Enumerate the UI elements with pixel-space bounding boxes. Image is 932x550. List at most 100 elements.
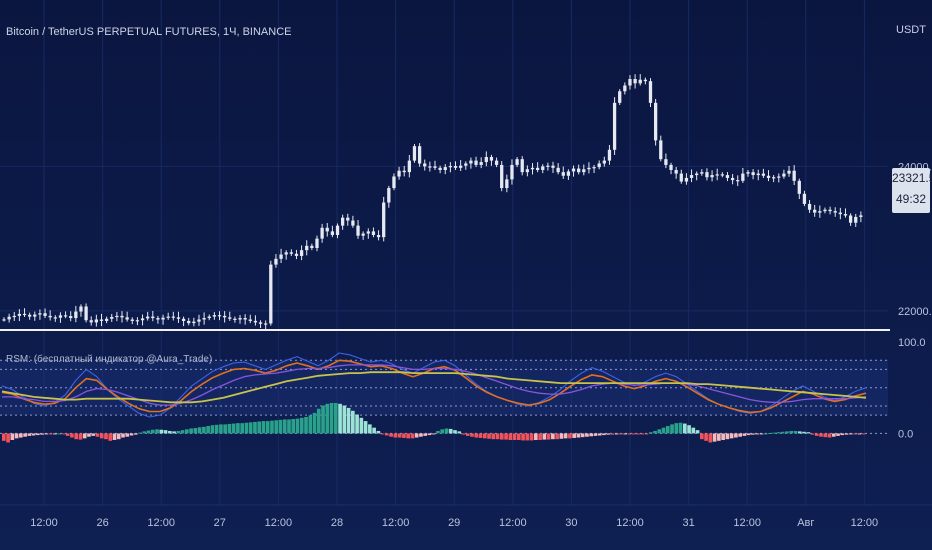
histogram-bar [351, 410, 355, 434]
histogram-bar [202, 426, 206, 434]
candle-body [423, 163, 427, 167]
histogram-bar [619, 433, 623, 435]
histogram-bar [270, 420, 274, 434]
histogram-bar [674, 423, 679, 434]
histogram-bar [589, 433, 594, 437]
candle-body [22, 313, 27, 316]
histogram-bar [116, 433, 121, 440]
candle-body [228, 317, 232, 319]
candle-body [582, 169, 586, 173]
histogram-bar [338, 403, 342, 434]
histogram-bar [712, 433, 717, 442]
candle-body [705, 172, 709, 178]
histogram-bar [57, 433, 61, 435]
bar-countdown: 49:32 [895, 192, 927, 206]
histogram-bar [478, 433, 483, 438]
x-tick-label: 12:00 [616, 517, 644, 529]
histogram-bar [31, 433, 36, 436]
histogram-bar [704, 433, 708, 441]
candle-body [279, 254, 283, 259]
candle-body [597, 163, 601, 168]
histogram-bar [636, 433, 640, 435]
histogram-bar [265, 421, 270, 434]
candle-body [530, 167, 535, 170]
histogram-bar [576, 433, 581, 438]
candle-body [274, 258, 278, 265]
pane-separator[interactable] [0, 329, 890, 331]
histogram-bar [363, 421, 368, 434]
candle-body [412, 146, 417, 161]
histogram-bar [793, 430, 798, 434]
candle-body [264, 323, 268, 325]
histogram-bar [189, 428, 193, 434]
histogram-bar [848, 433, 853, 435]
histogram-bar [342, 405, 347, 434]
candle-body [541, 166, 545, 170]
histogram-bar [121, 433, 125, 438]
histogram-bar [525, 433, 530, 441]
histogram-bar [316, 408, 321, 434]
candle-body [638, 79, 642, 84]
candle-body [448, 166, 453, 168]
candle-body [730, 177, 735, 181]
histogram-bar [236, 423, 240, 434]
histogram-bar [295, 418, 300, 434]
candle-body [772, 177, 776, 179]
histogram-bar [580, 433, 585, 438]
candle-body [341, 217, 345, 226]
histogram-bar [19, 433, 23, 438]
candle-body [79, 306, 83, 312]
candle-body [258, 322, 263, 324]
x-tick-label: Авг [797, 517, 814, 529]
histogram-bar [214, 424, 219, 434]
histogram-bar [802, 431, 806, 434]
candle-body [428, 166, 432, 168]
candle-body [53, 317, 57, 319]
candle-body [171, 316, 175, 318]
candle-body [33, 314, 37, 317]
histogram-bar [155, 429, 159, 434]
histogram-bar [682, 423, 687, 434]
candle-body [284, 252, 288, 255]
candle-body [787, 170, 791, 174]
histogram-bar [440, 429, 445, 434]
histogram-bar [27, 433, 32, 436]
histogram-bar [48, 433, 53, 435]
histogram-bar [78, 433, 83, 440]
x-tick-label: 12:00 [265, 517, 293, 529]
candle-body [843, 214, 848, 216]
candle-body [469, 160, 473, 164]
x-axis[interactable]: 12:00 26 12:00 27 12:00 28 12:00 29 12:00 30 12:00… [30, 517, 878, 529]
histogram-bar [551, 433, 555, 440]
histogram-bar [223, 424, 227, 434]
histogram-bar [444, 428, 449, 434]
candle-body [233, 318, 237, 320]
histogram-bar [572, 433, 576, 438]
candle-body [500, 164, 504, 189]
histogram-bar [495, 433, 500, 440]
candle-body [792, 170, 796, 181]
histogram-bar [521, 433, 525, 441]
histogram-bar [742, 433, 747, 436]
line-signal [2, 364, 867, 406]
histogram-bar [836, 433, 840, 436]
histogram-bar [99, 433, 104, 439]
histogram-bar [640, 433, 645, 435]
histogram-bar [253, 421, 257, 434]
x-tick-label: 27 [214, 517, 226, 529]
candle-body [807, 203, 812, 210]
candle-body [125, 317, 129, 320]
oscillator-lines [1, 352, 867, 418]
histogram-bar [346, 407, 351, 434]
candle-body [176, 317, 181, 319]
candle-body [623, 85, 627, 92]
histogram-bar [491, 433, 496, 440]
histogram-bar [721, 433, 725, 441]
y-tick-label: 22000.0 [898, 306, 932, 318]
indicator-label[interactable]: RSM: (бесплатный индикатор @Aura_Trade) [6, 354, 213, 365]
candle-body [515, 159, 519, 165]
histogram-bar [176, 430, 181, 434]
histogram-bar [772, 432, 777, 434]
histogram-bar [857, 433, 862, 435]
